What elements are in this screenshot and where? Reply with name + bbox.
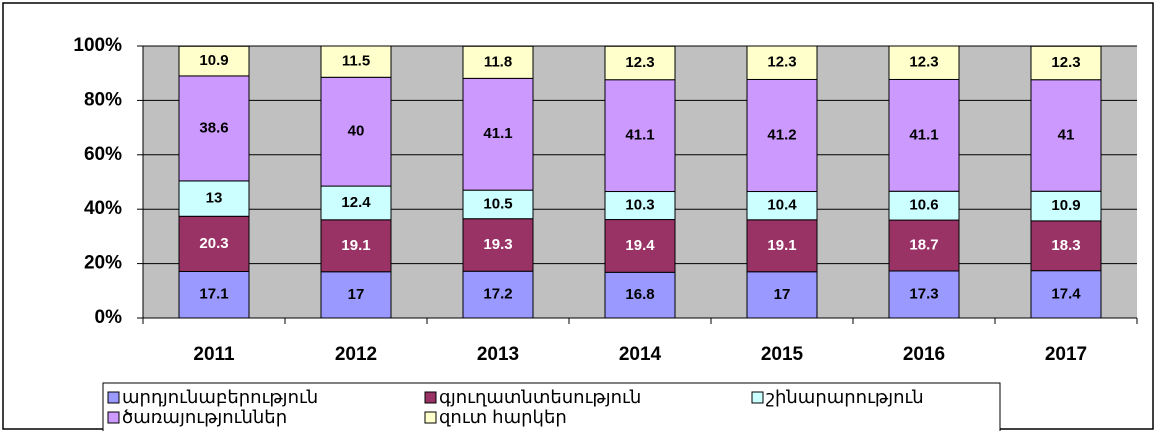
bar-segment: [1030, 79, 1102, 192]
legend-label: զուտ հարկեր: [439, 407, 567, 427]
data-label: 41.1: [483, 125, 512, 142]
data-label: 40: [348, 123, 365, 140]
x-tick-label: 2011: [193, 344, 235, 365]
data-label: 17: [774, 286, 791, 303]
data-label: 10.9: [1051, 197, 1080, 214]
y-tick-label: 100%: [73, 35, 122, 56]
data-label: 17.3: [909, 285, 938, 302]
data-label: 12.3: [625, 54, 654, 71]
bar-segment: [462, 218, 534, 272]
bar-segment: [462, 45, 534, 79]
bar-segment: [888, 45, 960, 80]
bar-segment: [462, 270, 534, 319]
data-label: 11.5: [342, 53, 370, 70]
data-label: 17.1: [199, 286, 228, 303]
bar-segment: [746, 219, 818, 273]
bar-segment: [320, 219, 392, 273]
data-label: 41: [1058, 126, 1075, 143]
bar-segment: [746, 45, 818, 80]
bar-segment: [888, 270, 960, 319]
x-tick-label: 2012: [335, 344, 377, 365]
bar-segment: [320, 185, 392, 221]
data-label: 12.4: [341, 194, 371, 211]
x-tick-label: 2015: [761, 344, 804, 365]
data-label: 16.8: [625, 286, 654, 303]
data-label: 12.3: [1051, 54, 1080, 71]
bar-segment: [178, 215, 250, 272]
y-tick-label: 0%: [95, 307, 123, 328]
bar-segment: [178, 270, 250, 319]
data-label: 18.7: [909, 236, 938, 253]
data-label: 18.3: [1051, 237, 1080, 254]
bar-segment: [604, 191, 676, 221]
legend-swatch: [424, 391, 437, 404]
x-tick-label: 2017: [1045, 344, 1087, 365]
x-tick-label: 2013: [477, 344, 519, 365]
data-label: 10.5: [483, 195, 512, 212]
y-tick-label: 80%: [84, 89, 122, 110]
data-label: 12.3: [909, 54, 938, 71]
x-tick-label: 2014: [619, 344, 662, 365]
data-label: 10.6: [909, 197, 938, 214]
legend-swatch: [107, 411, 120, 424]
bar-segment: [320, 271, 392, 319]
data-label: 10.4: [767, 197, 797, 214]
data-label: 41.2: [767, 126, 796, 143]
bar-segment: [604, 45, 676, 81]
bar-segment: [1030, 270, 1102, 319]
data-label: 10.3: [625, 196, 654, 213]
bar-segment: [462, 77, 534, 191]
data-label: 17.2: [483, 286, 512, 303]
bar-segment: [888, 219, 960, 272]
bar-segment: [604, 219, 676, 273]
bar-segment: [888, 190, 960, 221]
data-label: 19.1: [341, 237, 370, 254]
bar-segment: [746, 78, 818, 193]
data-label: 17.4: [1051, 285, 1081, 302]
data-label: 17: [348, 286, 365, 303]
data-label: 10.9: [199, 52, 228, 69]
bar-segment: [320, 45, 392, 78]
bar-segment: [1030, 220, 1102, 272]
legend-label: ծառայություններ: [122, 407, 287, 427]
legend-swatch: [424, 411, 437, 424]
data-label: 11.8: [484, 53, 512, 70]
legend-label: արդյունաբերություն: [122, 387, 318, 407]
y-tick-label: 40%: [84, 198, 122, 219]
bar-segment: [604, 271, 676, 319]
legend-box: [102, 382, 1001, 431]
bar-segment: [746, 271, 818, 319]
data-label: 38.6: [199, 119, 228, 136]
bar-segment: [178, 75, 250, 182]
data-label: 12.3: [767, 54, 796, 71]
data-label: 19.4: [625, 237, 655, 254]
data-label: 41.1: [909, 126, 938, 143]
legend-label: գյուղատնտեսություն: [439, 387, 641, 407]
y-tick-label: 20%: [84, 253, 122, 274]
bar-segment: [178, 45, 250, 77]
bar-segment: [320, 76, 392, 187]
legend-label: շինարարություն: [766, 387, 924, 407]
bar-segment: [462, 189, 534, 220]
x-tick-label: 2016: [903, 344, 945, 365]
data-label: 13: [206, 190, 223, 207]
y-tick-label: 60%: [84, 144, 122, 165]
legend-swatch: [107, 391, 120, 404]
data-label: 20.3: [199, 235, 228, 252]
data-label: 41.1: [625, 127, 654, 144]
bar-segment: [1030, 45, 1102, 81]
data-label: 19.1: [767, 237, 796, 254]
bar-segment: [604, 79, 676, 193]
bar-segment: [1030, 190, 1102, 222]
data-label: 19.3: [483, 236, 512, 253]
legend-swatch: [751, 391, 764, 404]
